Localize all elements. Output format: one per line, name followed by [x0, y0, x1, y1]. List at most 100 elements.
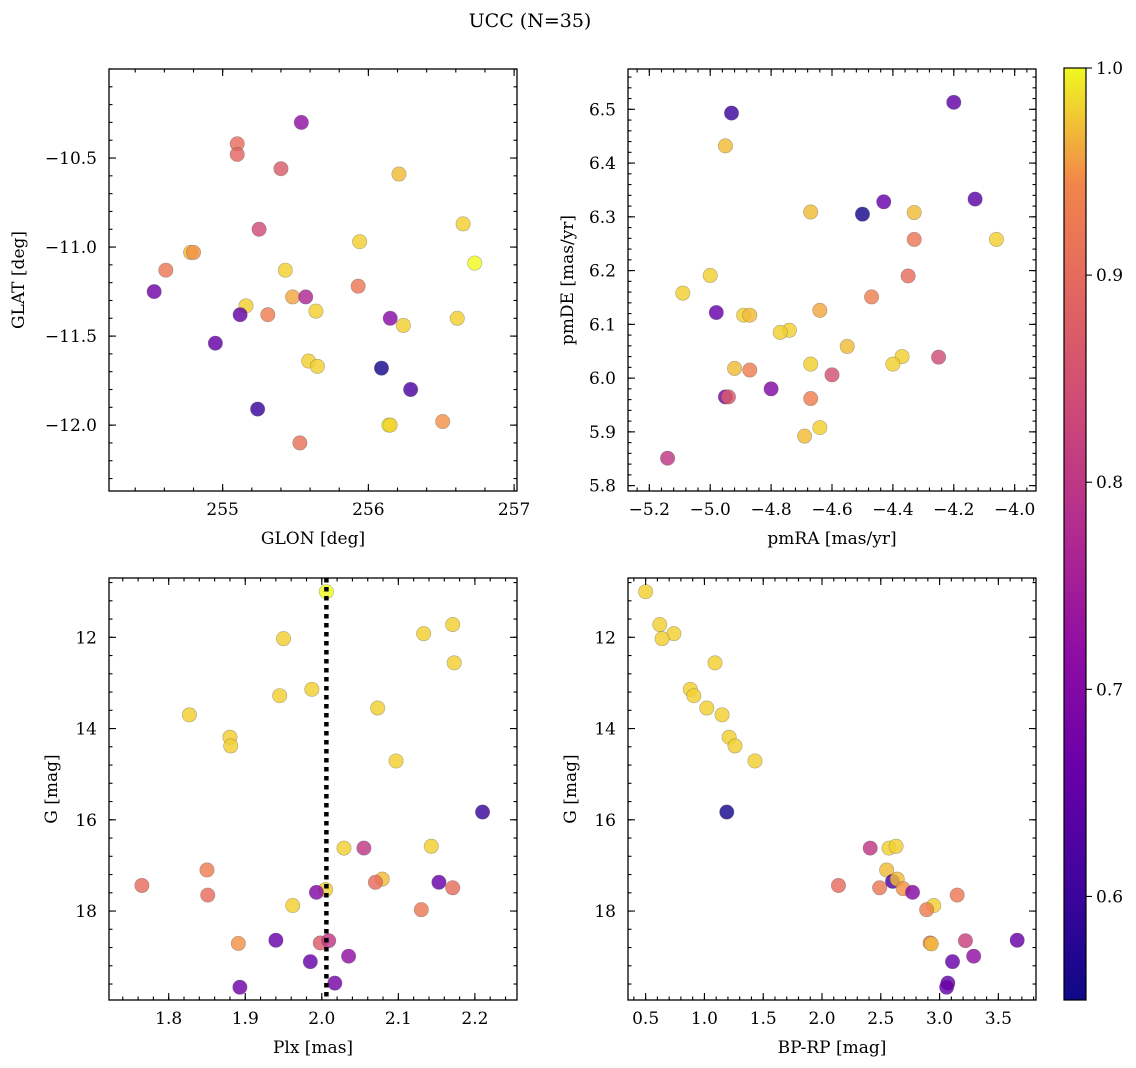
scatter-point [747, 753, 763, 769]
figure-title: UCC (N=35) [469, 10, 592, 32]
y-tick-label: 6.5 [589, 100, 616, 120]
axes-frame [627, 577, 1037, 1001]
x-tick-label: 257 [498, 500, 530, 520]
scatter-point [967, 191, 983, 207]
x-tick-label: 1.9 [232, 1009, 259, 1029]
scatter-point [455, 216, 471, 232]
x-tick-label: 3.0 [926, 1009, 953, 1029]
scatter-point [260, 307, 276, 323]
axis-ticks [109, 578, 517, 1000]
x-tick-label: 2.2 [461, 1009, 488, 1029]
panel-pmra-pmde: −5.2 −5.0 −4.8 −4.6 −4.4 −4.2 −4.0 5.8 5.9 6.0 6.1… [558, 68, 1037, 549]
scatter-point [268, 932, 284, 948]
scatter-point [719, 804, 735, 820]
y-tick-label: 14 [75, 720, 97, 740]
y-tick-label: −11.0 [45, 238, 97, 258]
y-axis-label: pmDE [mas/yr] [558, 215, 578, 345]
scatter-point [945, 954, 961, 970]
scatter-point [413, 902, 429, 918]
scatter-point [872, 880, 888, 896]
scatter-point [772, 324, 788, 340]
panel-bprp-g: 0.5 1.0 1.5 2.0 2.5 3.0 3.5 12 14 16 18 BP-RP [mag]… [561, 577, 1037, 1058]
scatter-point [200, 887, 216, 903]
x-axis-label: BP-RP [mag] [778, 1038, 887, 1058]
scatter-points [146, 114, 483, 451]
scatter-point [862, 840, 878, 856]
y-tick-label: 12 [75, 628, 97, 648]
y-tick-label: −12.0 [45, 416, 97, 436]
scatter-point [186, 244, 202, 260]
scatter-point [812, 302, 828, 318]
y-axis-label: GLAT [deg] [9, 231, 29, 329]
y-tick-label: 16 [594, 811, 616, 831]
scatter-point [906, 205, 922, 221]
scatter-point [341, 948, 357, 964]
scatter-point [906, 231, 922, 247]
scatter-point [207, 335, 223, 351]
scatter-point [803, 391, 819, 407]
scatter-point [302, 954, 318, 970]
panel-plx-g: 1.8 1.9 2.0 2.1 2.2 12 14 16 18 Plx [mas] G [mag] [42, 577, 518, 1058]
axis-ticks [628, 578, 1036, 1000]
y-tick-label: 5.9 [589, 423, 616, 443]
scatter-point [327, 975, 343, 991]
scatter-point [660, 450, 676, 466]
scatter-point [446, 655, 462, 671]
scatter-point [181, 707, 197, 723]
y-tick-label: 18 [594, 902, 616, 922]
x-tick-label: −5.0 [690, 500, 731, 520]
colorbar-ticks: 0.6 0.7 0.8 0.9 1.0 [1086, 59, 1123, 907]
axis-ticks [628, 69, 1036, 491]
scatter-point [475, 804, 491, 820]
x-tick-label: 2.0 [308, 1009, 335, 1029]
x-tick-label: −5.2 [629, 500, 670, 520]
scatter-point [900, 268, 916, 284]
scatter-point [763, 381, 779, 397]
x-tick-label: −4.4 [872, 500, 913, 520]
scatter-point [370, 700, 386, 716]
scatter-point [686, 688, 702, 704]
scatter-point [431, 874, 447, 890]
scatter-point [416, 626, 432, 642]
y-tick-label: 6.4 [589, 154, 616, 174]
scatter-point [699, 700, 715, 716]
scatter-point [298, 289, 314, 305]
scatter-point [230, 935, 246, 951]
scatter-point [919, 902, 935, 918]
scatter-point [988, 231, 1004, 247]
scatter-point [304, 681, 320, 697]
y-axis-label: G [mag] [42, 754, 62, 823]
y-tick-label: 6.1 [589, 315, 616, 335]
scatter-point [232, 979, 248, 995]
x-tick-label: 1.8 [155, 1009, 182, 1029]
x-tick-label: −4.6 [811, 500, 852, 520]
colorbar-tick-label: 0.6 [1096, 887, 1123, 907]
y-tick-label: 14 [594, 720, 616, 740]
scatter-point [321, 933, 337, 949]
x-tick-label: −4.8 [750, 500, 791, 520]
scatter-point [352, 234, 368, 250]
scatter-point [879, 862, 895, 878]
scatter-point [277, 262, 293, 278]
scatter-point [250, 401, 266, 417]
scatter-point [309, 358, 325, 374]
scatter-point [905, 884, 921, 900]
scatter-point [336, 840, 352, 856]
scatter-point [707, 655, 723, 671]
scatter-point [467, 255, 483, 271]
y-tick-label: 6.2 [589, 262, 616, 282]
panel-glon-glat: 255 256 257 −10.5 −11.0 −11.5 −12.0 GLON [deg] G… [9, 68, 530, 549]
scatter-point [285, 289, 301, 305]
scatter-point [273, 161, 289, 177]
colorbar: 0.6 0.7 0.8 0.9 1.0 [1063, 59, 1123, 1001]
scatter-point [654, 631, 670, 647]
scatter-point [824, 367, 840, 383]
scatter-point [923, 936, 939, 952]
scatter-point [223, 738, 239, 754]
colorbar-tick-label: 0.7 [1096, 680, 1123, 700]
scatter-point [803, 356, 819, 372]
x-tick-label: 1.5 [750, 1009, 777, 1029]
scatter-point [727, 360, 743, 376]
scatter-point [854, 206, 870, 222]
